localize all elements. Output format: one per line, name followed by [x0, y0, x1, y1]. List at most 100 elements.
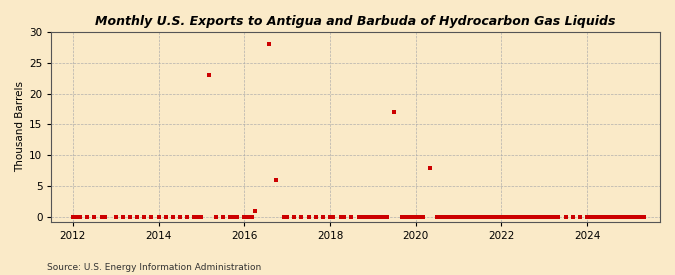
Point — [175, 214, 186, 219]
Point — [110, 214, 121, 219]
Point — [167, 214, 178, 219]
Point — [549, 214, 560, 219]
Point — [560, 214, 571, 219]
Point — [346, 214, 357, 219]
Point — [228, 214, 239, 219]
Point — [510, 214, 521, 219]
Point — [546, 214, 557, 219]
Point — [639, 214, 649, 219]
Point — [610, 214, 621, 219]
Point — [396, 214, 407, 219]
Point — [132, 214, 142, 219]
Point — [367, 214, 378, 219]
Point — [435, 214, 446, 219]
Point — [250, 208, 261, 213]
Point — [146, 214, 157, 219]
Point — [196, 214, 207, 219]
Title: Monthly U.S. Exports to Antigua and Barbuda of Hydrocarbon Gas Liquids: Monthly U.S. Exports to Antigua and Barb… — [95, 15, 616, 28]
Point — [553, 214, 564, 219]
Point — [246, 214, 257, 219]
Point — [504, 214, 514, 219]
Point — [407, 214, 418, 219]
Point — [489, 214, 500, 219]
Point — [339, 214, 350, 219]
Point — [381, 214, 392, 219]
Point — [389, 110, 400, 114]
Point — [535, 214, 546, 219]
Point — [539, 214, 549, 219]
Point — [117, 214, 128, 219]
Point — [124, 214, 135, 219]
Point — [68, 214, 78, 219]
Point — [600, 214, 611, 219]
Point — [328, 214, 339, 219]
Point — [542, 214, 553, 219]
Point — [521, 214, 532, 219]
Point — [353, 214, 364, 219]
Point — [500, 214, 510, 219]
Point — [496, 214, 507, 219]
Point — [139, 214, 150, 219]
Point — [232, 214, 242, 219]
Point — [161, 214, 171, 219]
Point — [596, 214, 607, 219]
Point — [628, 214, 639, 219]
Point — [432, 214, 443, 219]
Point — [450, 214, 460, 219]
Point — [460, 214, 471, 219]
Point — [603, 214, 614, 219]
Point — [403, 214, 414, 219]
Point — [414, 214, 425, 219]
Text: Source: U.S. Energy Information Administration: Source: U.S. Energy Information Administ… — [47, 263, 261, 272]
Point — [317, 214, 328, 219]
Point — [360, 214, 371, 219]
Point — [75, 214, 86, 219]
Point — [446, 214, 457, 219]
Point — [182, 214, 192, 219]
Point — [203, 73, 214, 77]
Point — [239, 214, 250, 219]
Point — [574, 214, 585, 219]
Point — [618, 214, 628, 219]
Point — [582, 214, 593, 219]
Point — [456, 214, 467, 219]
Point — [464, 214, 475, 219]
Point — [507, 214, 518, 219]
Y-axis label: Thousand Barrels: Thousand Barrels — [15, 81, 25, 172]
Point — [271, 178, 282, 182]
Point — [192, 214, 203, 219]
Point — [264, 42, 275, 46]
Point — [400, 214, 410, 219]
Point — [482, 214, 493, 219]
Point — [532, 214, 543, 219]
Point — [100, 214, 111, 219]
Point — [310, 214, 321, 219]
Point — [485, 214, 496, 219]
Point — [281, 214, 292, 219]
Point — [296, 214, 306, 219]
Point — [585, 214, 596, 219]
Point — [217, 214, 228, 219]
Point — [418, 214, 429, 219]
Point — [624, 214, 635, 219]
Point — [89, 214, 100, 219]
Point — [71, 214, 82, 219]
Point — [524, 214, 535, 219]
Point — [528, 214, 539, 219]
Point — [593, 214, 603, 219]
Point — [153, 214, 164, 219]
Point — [364, 214, 375, 219]
Point — [635, 214, 646, 219]
Point — [189, 214, 200, 219]
Point — [335, 214, 346, 219]
Point — [621, 214, 632, 219]
Point — [410, 214, 421, 219]
Point — [607, 214, 618, 219]
Point — [325, 214, 335, 219]
Point — [278, 214, 289, 219]
Point — [225, 214, 236, 219]
Point — [467, 214, 478, 219]
Point — [518, 214, 529, 219]
Point — [443, 214, 454, 219]
Point — [493, 214, 504, 219]
